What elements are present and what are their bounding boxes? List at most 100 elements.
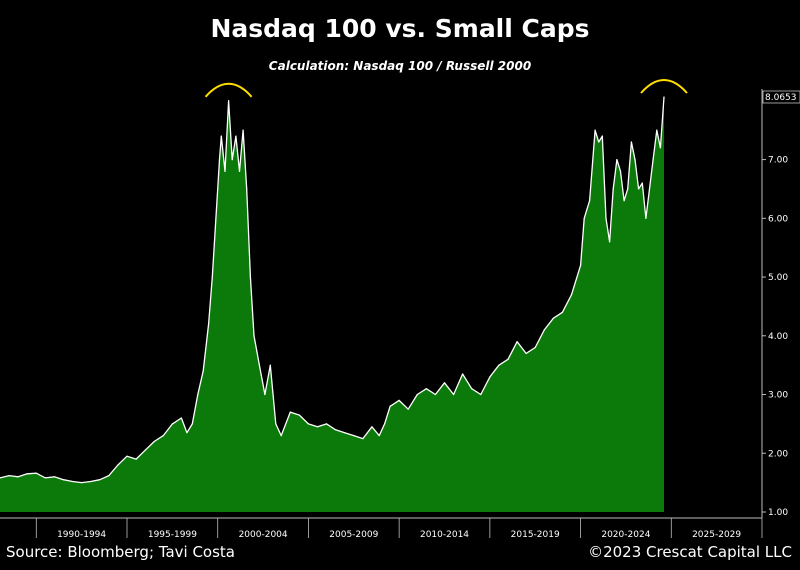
data-point [471, 388, 473, 390]
data-point [516, 341, 518, 343]
data-point [316, 426, 319, 428]
data-point [62, 479, 65, 481]
peak-highlight-arc [204, 82, 253, 98]
data-point [378, 435, 380, 437]
data-point [605, 217, 607, 219]
data-point [26, 473, 28, 475]
data-point [425, 388, 427, 390]
x-tick-label: 2020-2024 [601, 530, 650, 540]
y-tick-label: 6.00 [768, 214, 788, 224]
data-point [462, 373, 464, 375]
data-point [246, 188, 248, 190]
data-point [648, 188, 651, 190]
data-point [398, 399, 400, 401]
data-point [609, 241, 611, 243]
chart-title: Nasdaq 100 vs. Small Caps [210, 14, 590, 43]
data-point [561, 311, 564, 313]
data-point [153, 440, 155, 443]
data-point [108, 475, 110, 477]
data-point [353, 435, 355, 437]
data-point [612, 188, 614, 190]
data-point [191, 423, 193, 425]
last-value-box [762, 90, 800, 104]
data-point [389, 405, 391, 407]
data-point [180, 417, 182, 419]
data-point [231, 159, 233, 161]
data-point [220, 135, 222, 137]
data-point [619, 170, 622, 172]
data-point [53, 476, 56, 478]
data-point [543, 329, 545, 331]
data-point [289, 411, 291, 413]
data-point [362, 438, 364, 440]
data-point [72, 480, 74, 483]
data-point [8, 475, 10, 477]
data-point [656, 129, 658, 131]
x-tick-label: 2015-2019 [511, 530, 560, 540]
data-point [525, 352, 527, 354]
data-point [589, 200, 591, 202]
data-point [580, 264, 582, 266]
data-point [224, 170, 226, 172]
y-tick-label: 1.00 [768, 508, 788, 518]
data-point [81, 482, 83, 484]
data-point [171, 423, 173, 425]
data-point [242, 129, 244, 131]
x-tick-label: 2025-2029 [692, 530, 741, 540]
data-point [264, 393, 266, 396]
data-point [443, 382, 446, 384]
data-point [623, 200, 625, 202]
data-point [215, 217, 217, 219]
data-point [202, 370, 204, 372]
peak-highlight-arc [640, 79, 688, 94]
data-point [35, 472, 37, 474]
y-tick-label: 7.00 [768, 156, 788, 166]
data-point [434, 393, 436, 396]
data-point [594, 129, 596, 131]
data-point [453, 393, 455, 396]
data-point [235, 135, 237, 137]
axis-layer: 1.00 2.00 3.00 4.00 5.00 6.00 7.00 8.0653 1990-1… [0, 89, 800, 540]
data-point [659, 147, 662, 149]
data-point [144, 449, 146, 451]
data-point [269, 364, 271, 366]
data-point [126, 455, 128, 457]
data-point [480, 393, 482, 396]
data-point [384, 423, 386, 425]
data-point [117, 464, 119, 466]
data-point [552, 317, 555, 319]
data-point [326, 423, 328, 425]
data-point [598, 141, 600, 143]
data-point [583, 217, 585, 219]
chart-subtitle: Calculation: Nasdaq 100 / Russell 2000 [268, 59, 532, 73]
data-point [238, 170, 241, 172]
data-point [507, 358, 509, 360]
data-point [228, 100, 230, 102]
data-point [307, 423, 309, 425]
data-point [208, 323, 210, 325]
data-point [652, 159, 654, 161]
data-point [371, 426, 373, 428]
data-point [634, 159, 636, 161]
data-point [627, 188, 629, 190]
last-value-label: 8.0653 [765, 93, 797, 103]
data-point [249, 276, 251, 278]
data-point [416, 393, 418, 396]
data-point [218, 159, 221, 161]
y-tick-label: 4.00 [768, 332, 788, 342]
data-point [211, 276, 213, 278]
data-point [489, 376, 491, 378]
data-point [407, 408, 409, 410]
data-point [162, 435, 164, 437]
y-tick-label: 2.00 [768, 449, 788, 459]
data-point [99, 479, 101, 481]
x-tick-label: 2010-2014 [420, 530, 469, 540]
data-point [90, 480, 92, 483]
data-point [44, 477, 47, 479]
data-point [275, 423, 277, 425]
data-point [17, 476, 19, 478]
y-tick-label: 5.00 [768, 273, 788, 283]
data-point [616, 159, 618, 161]
